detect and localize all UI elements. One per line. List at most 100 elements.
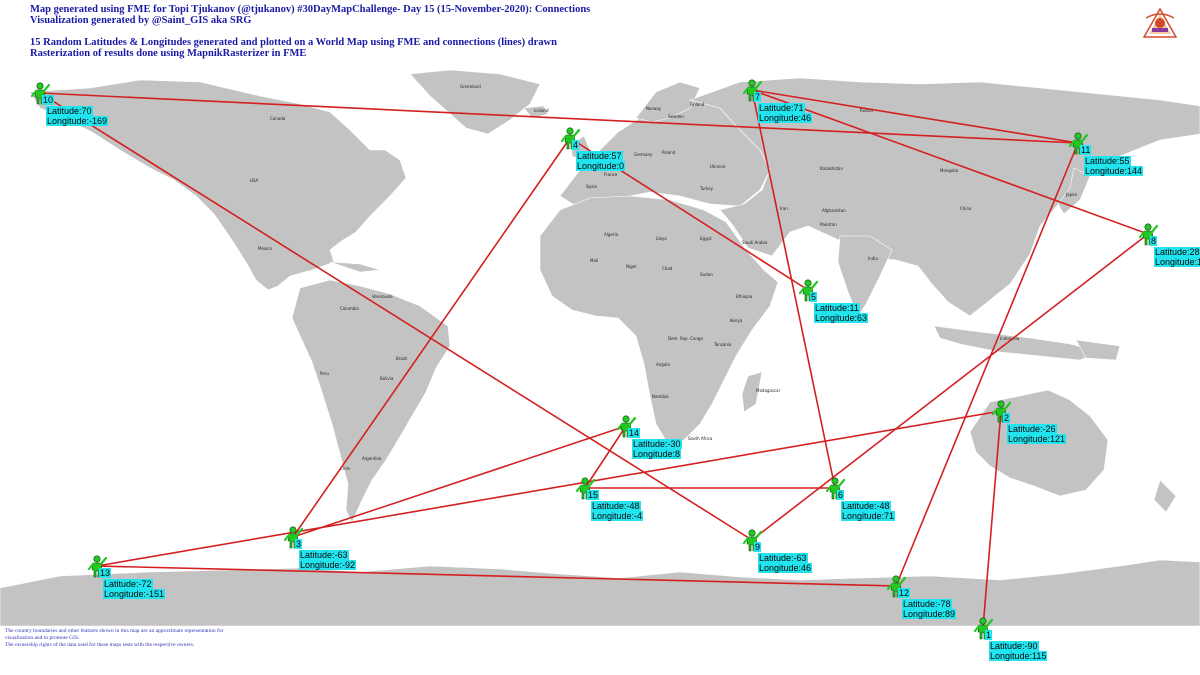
latitude-text: Latitude:71 bbox=[758, 103, 805, 113]
latitude-text: Latitude:-63 bbox=[758, 553, 808, 563]
country-label: Venezuela bbox=[372, 294, 393, 299]
connection-line-7-11 bbox=[751, 89, 1079, 144]
country-label: Finland bbox=[690, 102, 705, 107]
country-label: Egypt bbox=[700, 236, 712, 241]
latitude-text: Latitude:-30 bbox=[632, 439, 682, 449]
point-id-label: 15 bbox=[587, 490, 600, 500]
fme-logo-icon bbox=[1143, 8, 1177, 38]
point-id-label: 7 bbox=[754, 92, 762, 102]
latitude-text: Latitude:-63 bbox=[299, 550, 349, 560]
latitude-text: Latitude:28 bbox=[1154, 247, 1200, 257]
longitude-text: Longitude:-169 bbox=[46, 116, 109, 126]
connection-line-4-3 bbox=[292, 137, 571, 538]
country-label: Algeria bbox=[604, 232, 619, 237]
country-label: Mexico bbox=[258, 246, 273, 251]
country-label: Russia bbox=[860, 108, 873, 113]
country-label: China bbox=[960, 206, 972, 211]
country-label: Mongolia bbox=[940, 168, 959, 173]
country-label: Germany bbox=[634, 152, 653, 157]
connection-line-8-9 bbox=[751, 233, 1149, 541]
country-label: Bolivia bbox=[380, 376, 394, 381]
point-coordinate-label: Latitude:-26 Longitude:121 bbox=[1007, 424, 1067, 444]
land-south-america bbox=[291, 279, 451, 523]
country-label: Sudan bbox=[700, 272, 713, 277]
disclaimer-line-3: The ownership rights of the data used fo… bbox=[5, 642, 195, 648]
connection-line-10-11 bbox=[39, 92, 1079, 144]
person-waving-icon bbox=[560, 127, 581, 150]
country-label: Libya bbox=[656, 236, 667, 241]
country-label: Mali bbox=[590, 258, 598, 263]
longitude-text: Longitude:115 bbox=[989, 651, 1048, 661]
country-label: USA bbox=[250, 178, 259, 183]
disclaimer-line-2: visualization and to promote GIS. bbox=[5, 635, 80, 641]
longitude-text: Longitude:-92 bbox=[299, 560, 357, 570]
point-id-label: 9 bbox=[754, 542, 762, 552]
country-label: Tanzania bbox=[713, 342, 732, 347]
point-coordinate-label: Latitude:71 Longitude:46 bbox=[758, 103, 813, 123]
country-label: Indonesia bbox=[1000, 336, 1020, 341]
latitude-text: Latitude:-72 bbox=[103, 579, 153, 589]
point-coordinate-label: Latitude:-63 Longitude:46 bbox=[758, 553, 813, 573]
landmass bbox=[0, 69, 1200, 627]
latitude-text: Latitude:57 bbox=[576, 151, 623, 161]
country-label: South Africa bbox=[688, 436, 713, 441]
connection-line-11-12 bbox=[895, 142, 1079, 587]
country-label: Dem. Rep. Congo bbox=[668, 336, 703, 341]
point-coordinate-label: Latitude:-72 Longitude:-151 bbox=[103, 579, 166, 599]
land-asia bbox=[688, 77, 1200, 317]
header-rasterization-note: Rasterization of results done using Mapn… bbox=[30, 48, 307, 59]
point-id-label: 8 bbox=[1150, 236, 1158, 246]
longitude-text: Longitude:-4 bbox=[591, 511, 644, 521]
point-coordinate-label: Latitude:70 Longitude:-169 bbox=[46, 106, 109, 126]
latitude-text: Latitude:-26 bbox=[1007, 424, 1057, 434]
country-label: Angola bbox=[656, 362, 670, 367]
land-new-zealand bbox=[1153, 479, 1177, 513]
country-label: Canada bbox=[270, 116, 286, 121]
header-title: Map generated using FME for Topi Tjukano… bbox=[30, 4, 591, 15]
country-label: Sweden bbox=[668, 114, 684, 119]
point-id-label: 14 bbox=[628, 428, 641, 438]
longitude-text: Longitude:-151 bbox=[103, 589, 166, 599]
country-label: India bbox=[868, 256, 878, 261]
country-label: Namibia bbox=[652, 394, 669, 399]
connection-line-2-1 bbox=[982, 410, 1002, 629]
header-credit: Visualization generated by @Saint_GIS ak… bbox=[30, 15, 252, 26]
point-markers bbox=[30, 79, 1159, 640]
country-label: Chile bbox=[340, 466, 351, 471]
country-label: Madagascar bbox=[756, 388, 781, 393]
point-id-label: 13 bbox=[99, 568, 112, 578]
country-label: Spain bbox=[586, 184, 598, 189]
connection-line-2-13 bbox=[96, 410, 1002, 567]
country-label: Japan bbox=[1065, 192, 1078, 197]
connection-lines bbox=[39, 89, 1149, 629]
longitude-text: Longitude:71 bbox=[841, 511, 896, 521]
latitude-text: Latitude:11 bbox=[814, 303, 860, 313]
land-madagascar bbox=[741, 371, 763, 413]
point-id-label: 11 bbox=[1080, 145, 1092, 155]
connection-line-13-12 bbox=[96, 565, 897, 587]
longitude-text: Longitude:46 bbox=[758, 113, 813, 123]
connection-line-3-14 bbox=[292, 425, 627, 538]
point-id-label: 12 bbox=[898, 588, 911, 598]
point-coordinate-label: Latitude:55 Longitude:144 bbox=[1084, 156, 1144, 176]
point-coordinate-label: Latitude:11 Longitude:63 bbox=[814, 303, 869, 323]
connection-line-14-15 bbox=[584, 425, 627, 489]
country-label: Colombia bbox=[340, 306, 359, 311]
country-label: Ethiopia bbox=[736, 294, 753, 299]
longitude-text: Longitude:144 bbox=[1084, 166, 1144, 176]
point-coordinate-label: Latitude:-90 Longitude:115 bbox=[989, 641, 1048, 661]
connection-line-7-8 bbox=[751, 89, 1149, 235]
point-id-label: 6 bbox=[837, 490, 845, 500]
country-label: Brazil bbox=[396, 356, 407, 361]
country-label: France bbox=[604, 172, 618, 177]
longitude-text: Longitude:163 bbox=[1154, 257, 1200, 267]
land-iceland bbox=[523, 105, 549, 119]
country-label: Iceland bbox=[534, 108, 549, 113]
point-id-label: 10 bbox=[42, 95, 55, 105]
country-label: Peru bbox=[320, 371, 329, 376]
country-label: Poland bbox=[662, 150, 676, 155]
land-africa bbox=[539, 195, 779, 445]
latitude-text: Latitude:-78 bbox=[902, 599, 952, 609]
